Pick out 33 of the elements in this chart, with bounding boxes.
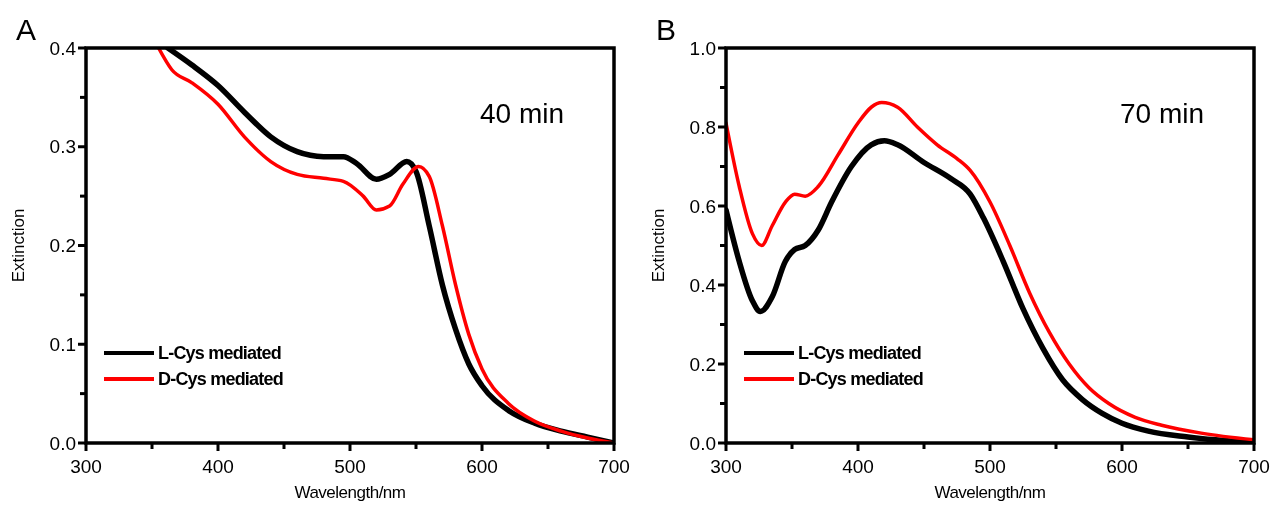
x-tick-label: 300 <box>70 456 102 477</box>
x-tick-label: 700 <box>1238 456 1270 477</box>
y-tick-label: 0.4 <box>689 274 717 296</box>
legend-label: D-Cys mediated <box>798 369 923 390</box>
y-tick-label: 0.2 <box>49 235 76 257</box>
x-tick-label: 400 <box>842 456 874 477</box>
y-axis-title: Extinction <box>9 208 28 283</box>
legend-label: L-Cys mediated <box>158 343 281 364</box>
annotation: 40 min <box>479 98 564 129</box>
legend-label: L-Cys mediated <box>798 343 921 364</box>
y-tick-label: 1.0 <box>689 37 716 59</box>
x-axis-title: Wavelength/nm <box>294 483 406 502</box>
y-tick-label: 0.8 <box>689 116 716 138</box>
x-tick-label: 500 <box>334 456 366 477</box>
legend-label: D-Cys mediated <box>158 369 283 390</box>
y-tick-label: 0.0 <box>49 432 76 454</box>
y-tick-label: 0.1 <box>49 333 76 355</box>
x-axis-title: Wavelength/nm <box>934 483 1046 502</box>
annotation: 70 min <box>1119 98 1204 129</box>
y-tick-label: 0.3 <box>49 136 76 158</box>
y-tick-label: 0.0 <box>689 432 716 454</box>
x-tick-label: 400 <box>202 456 234 477</box>
y-tick-label: 0.4 <box>49 37 77 59</box>
y-tick-label: 0.6 <box>689 195 716 217</box>
x-tick-label: 700 <box>598 456 630 477</box>
x-tick-label: 500 <box>974 456 1006 477</box>
y-tick-label: 0.2 <box>689 353 716 375</box>
chart-title: A <box>16 13 37 46</box>
x-tick-label: 600 <box>466 456 498 477</box>
chart-title: B <box>656 13 677 46</box>
y-axis-title: Extinction <box>649 208 668 283</box>
x-tick-label: 600 <box>1106 456 1138 477</box>
x-tick-label: 300 <box>710 456 742 477</box>
